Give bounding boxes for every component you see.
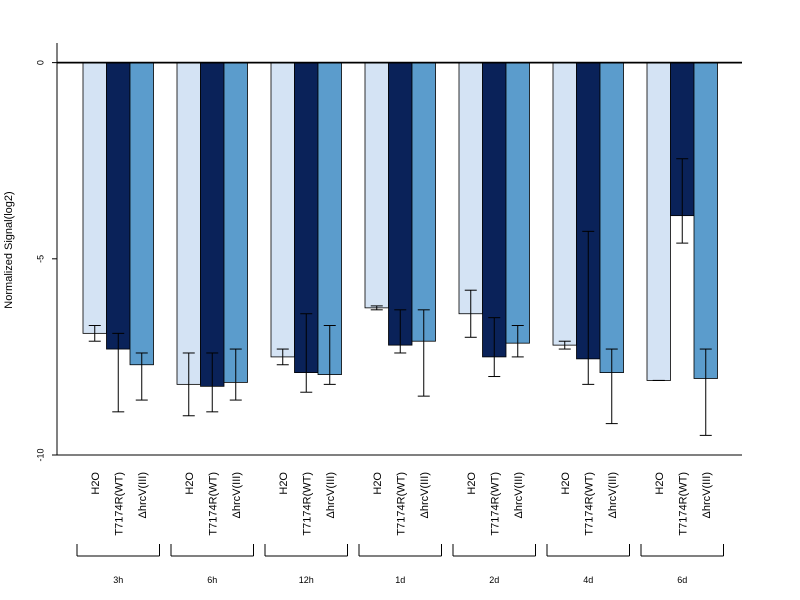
bar bbox=[482, 62, 507, 358]
bar bbox=[129, 62, 154, 366]
bar bbox=[82, 62, 107, 334]
category-label: ΔhrcV(III) bbox=[137, 472, 149, 518]
category-label: H2O bbox=[560, 472, 572, 495]
bar bbox=[223, 62, 248, 383]
group-label: 12h bbox=[299, 575, 314, 585]
bars bbox=[82, 62, 718, 387]
bar bbox=[646, 62, 671, 381]
bar bbox=[599, 62, 624, 374]
group-label: 3h bbox=[113, 575, 123, 585]
category-label: ΔhrcV(III) bbox=[701, 472, 713, 518]
category-label: ΔhrcV(III) bbox=[419, 472, 431, 518]
bar bbox=[200, 62, 225, 387]
y-tick-label: -10 bbox=[35, 448, 45, 461]
bar bbox=[388, 62, 413, 346]
category-label: H2O bbox=[184, 472, 196, 495]
category-label: ΔhrcV(III) bbox=[513, 472, 525, 518]
category-label: T7174R(WT) bbox=[301, 472, 313, 536]
bar bbox=[505, 62, 530, 344]
bar bbox=[458, 62, 483, 315]
category-label: ΔhrcV(III) bbox=[325, 472, 337, 518]
bar bbox=[106, 62, 131, 350]
category-label: T7174R(WT) bbox=[583, 472, 595, 536]
category-label: T7174R(WT) bbox=[677, 472, 689, 536]
bar bbox=[693, 62, 718, 379]
category-label: H2O bbox=[278, 472, 290, 495]
group-label: 2d bbox=[489, 575, 499, 585]
category-label: H2O bbox=[466, 472, 478, 495]
bar bbox=[552, 62, 577, 346]
group-label: 6d bbox=[677, 575, 687, 585]
bar bbox=[176, 62, 201, 385]
category-label: H2O bbox=[372, 472, 384, 495]
group-brackets: 3h 6h 12h 1d 2d 4d 6d bbox=[76, 544, 724, 585]
category-label: H2O bbox=[90, 472, 102, 495]
category-label: T7174R(WT) bbox=[113, 472, 125, 536]
y-tick-label: -5 bbox=[35, 255, 45, 263]
category-label: T7174R(WT) bbox=[207, 472, 219, 536]
axes: 0 -5 -10 bbox=[35, 43, 742, 462]
bar bbox=[270, 62, 295, 358]
bar bbox=[364, 62, 389, 309]
group-label: 4d bbox=[583, 575, 593, 585]
category-label: ΔhrcV(III) bbox=[607, 472, 619, 518]
category-label: ΔhrcV(III) bbox=[231, 472, 243, 518]
group-label: 6h bbox=[207, 575, 217, 585]
category-labels: H2O T7174R(WT) ΔhrcV(III) H2O T7174R(WT) Δhrc… bbox=[90, 472, 713, 536]
category-label: H2O bbox=[654, 472, 666, 495]
y-axis-label: Normalized Signal(log2) bbox=[3, 191, 15, 308]
bar bbox=[411, 62, 436, 342]
error-bars bbox=[57, 61, 742, 436]
y-tick-label: 0 bbox=[35, 60, 45, 65]
group-label: 1d bbox=[395, 575, 405, 585]
category-label: T7174R(WT) bbox=[489, 472, 501, 536]
category-label: T7174R(WT) bbox=[395, 472, 407, 536]
